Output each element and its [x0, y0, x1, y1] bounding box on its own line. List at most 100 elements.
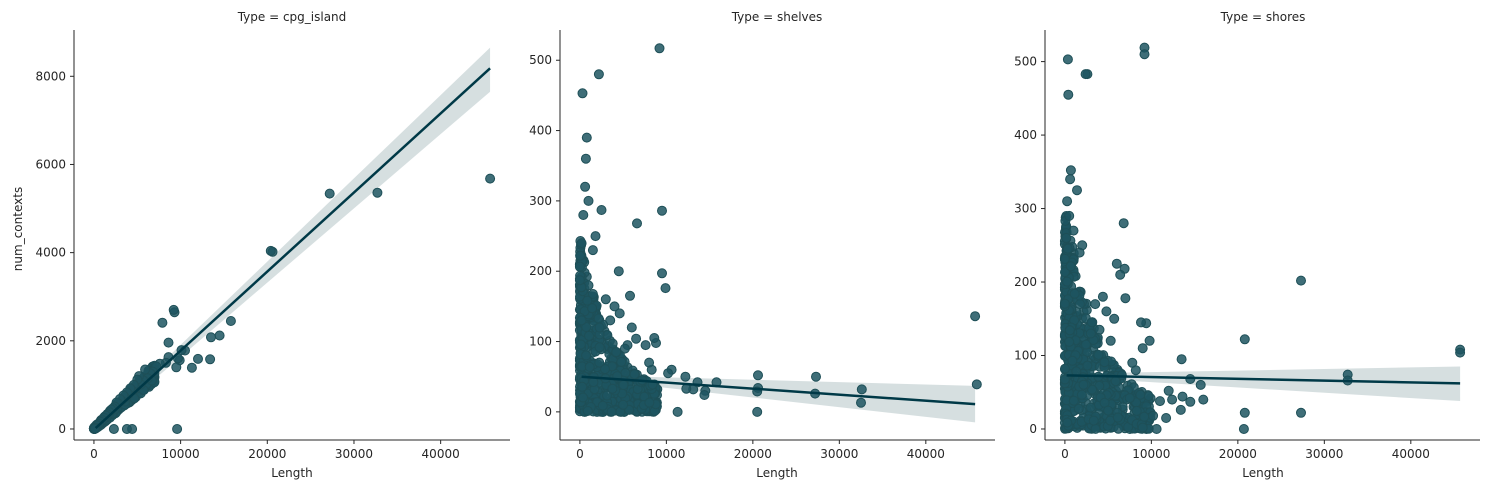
cluster-point — [594, 342, 605, 353]
cluster-point — [1068, 395, 1079, 406]
cluster-point — [1099, 357, 1110, 368]
data-point — [580, 153, 591, 164]
data-point — [1103, 405, 1114, 416]
data-point — [1068, 225, 1079, 236]
data-point — [1176, 354, 1187, 365]
data-point — [1090, 299, 1101, 310]
x-axis-label: Length — [1242, 466, 1283, 480]
data-point — [225, 316, 236, 326]
cluster-point — [1081, 339, 1091, 350]
data-point — [587, 245, 598, 256]
data-point — [1072, 185, 1082, 196]
data-point — [1124, 393, 1135, 404]
data-point — [1238, 424, 1249, 434]
x-tick-label: 10000 — [647, 447, 685, 461]
data-point — [611, 347, 622, 358]
data-point — [485, 173, 496, 184]
data-point — [1136, 317, 1146, 328]
data-point — [163, 337, 174, 348]
data-point — [1239, 407, 1250, 418]
regression-line — [1066, 374, 1461, 385]
data-point — [1175, 404, 1186, 415]
data-point — [1118, 218, 1129, 229]
y-axis-label: num_contexts — [11, 187, 25, 271]
y-tick-label: 8000 — [35, 69, 66, 83]
data-point — [193, 353, 203, 364]
data-point — [657, 205, 667, 216]
cluster-point — [593, 313, 604, 324]
data-point — [856, 397, 866, 408]
data-point — [108, 424, 119, 434]
data-point — [631, 333, 642, 344]
cluster-point — [1112, 412, 1123, 423]
cluster-point — [1093, 349, 1104, 360]
data-point — [654, 43, 665, 54]
regression-line — [94, 67, 491, 430]
data-point — [640, 340, 651, 351]
data-point — [1097, 291, 1108, 302]
y-tick-label: 0 — [1029, 422, 1037, 436]
y-tick-label: 100 — [529, 335, 552, 349]
y-tick-label: 400 — [529, 124, 552, 138]
data-point — [1062, 54, 1073, 65]
cluster-point — [594, 322, 605, 333]
cluster-point — [1064, 336, 1075, 347]
cluster-point — [1135, 389, 1146, 400]
y-tick-label: 100 — [1014, 349, 1037, 363]
data-point — [1296, 275, 1306, 286]
data-point — [1198, 394, 1209, 405]
panel-shores: Type = shores Length 0 10000 20000 30000 400… — [1014, 10, 1480, 480]
cluster-point — [1074, 299, 1085, 309]
data-point — [590, 231, 601, 242]
data-point — [580, 181, 591, 192]
y-tick-label: 0 — [58, 422, 66, 436]
data-point — [1139, 49, 1150, 60]
data-point — [1185, 396, 1196, 407]
data-point — [1120, 293, 1131, 304]
x-axis-label: Length — [756, 466, 797, 480]
data-point — [581, 132, 592, 143]
cluster-point — [581, 350, 592, 361]
panel-title: Type = cpg_island — [237, 10, 347, 24]
data-point — [1085, 328, 1096, 339]
cluster-point — [578, 392, 588, 403]
cluster-point — [597, 400, 608, 411]
cluster-point — [584, 330, 594, 341]
x-tick-label: 0 — [1061, 447, 1069, 461]
data-point — [660, 283, 671, 294]
x-tick-label: 20000 — [1219, 447, 1257, 461]
data-point — [186, 362, 197, 373]
data-point — [632, 218, 642, 229]
cluster-point — [1059, 298, 1070, 309]
y-tick-label: 500 — [1014, 55, 1037, 69]
confidence-band — [95, 47, 491, 430]
data-point — [618, 399, 629, 410]
y-tick-label: 400 — [1014, 128, 1037, 142]
x-tick-label: 40000 — [907, 447, 945, 461]
cluster-point — [577, 381, 588, 392]
x-tick-label: 10000 — [1132, 447, 1170, 461]
data-point — [753, 370, 763, 381]
x-tick-label: 30000 — [335, 447, 373, 461]
data-point — [157, 317, 168, 328]
data-point — [324, 188, 335, 199]
data-point — [681, 383, 692, 394]
data-point — [600, 294, 611, 305]
cluster-point — [1082, 360, 1093, 371]
cluster-point — [618, 380, 629, 390]
cluster-point — [1085, 402, 1096, 413]
panel-shelves: Type = shelves Length 0 10000 20000 30000 40… — [529, 10, 995, 480]
data-point — [1163, 385, 1174, 396]
cluster-point — [574, 275, 585, 286]
data-point — [1155, 396, 1165, 407]
data-point — [214, 330, 225, 341]
data-point — [644, 357, 655, 368]
x-tick-label: 40000 — [422, 447, 460, 461]
cluster-point — [587, 303, 598, 314]
cluster-point — [1060, 363, 1070, 374]
data-point — [626, 322, 637, 333]
cluster-point — [1131, 405, 1142, 416]
cluster-point — [576, 315, 587, 326]
x-axis-label: Length — [271, 466, 312, 480]
